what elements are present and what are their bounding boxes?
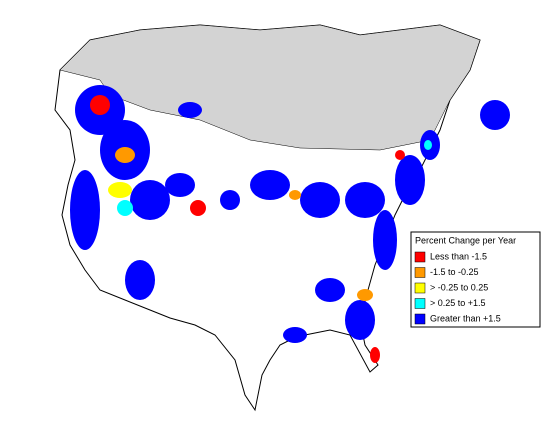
area (345, 300, 375, 340)
no-data-region (59, 24, 481, 151)
area (178, 102, 202, 118)
area (283, 327, 307, 343)
change-areas (70, 85, 510, 363)
area (300, 182, 340, 218)
area (130, 180, 170, 220)
area (250, 170, 290, 200)
area (395, 155, 425, 205)
area (315, 278, 345, 302)
legend-label: Less than -1.5 (430, 251, 487, 261)
area (357, 289, 373, 301)
area (90, 95, 110, 115)
area (370, 347, 380, 363)
legend-items: Less than -1.5 -1.5 to -0.25 > -0.25 to 0.… (414, 251, 501, 325)
legend-label: Greater than +1.5 (430, 313, 501, 323)
area (395, 150, 405, 160)
area (165, 173, 195, 197)
legend-label: > -0.25 to 0.25 (430, 282, 488, 292)
area (125, 260, 155, 300)
area (115, 147, 135, 163)
area (345, 182, 385, 218)
legend-swatch (414, 267, 426, 278)
legend-swatch (414, 282, 426, 294)
legend-swatch (414, 298, 426, 309)
area (220, 190, 240, 210)
area (70, 170, 100, 250)
area (117, 200, 133, 216)
legend-label: > 0.25 to +1.5 (430, 298, 486, 308)
legend-title: Percent Change per Year (415, 235, 516, 245)
area (373, 210, 397, 270)
area (190, 200, 206, 216)
legend-swatch (414, 313, 426, 325)
legend-swatch (414, 251, 426, 263)
legend-box (410, 231, 541, 328)
area (289, 190, 301, 200)
area (108, 182, 132, 198)
area (424, 140, 432, 150)
area (480, 100, 510, 130)
legend-label: -1.5 to -0.25 (430, 267, 479, 277)
